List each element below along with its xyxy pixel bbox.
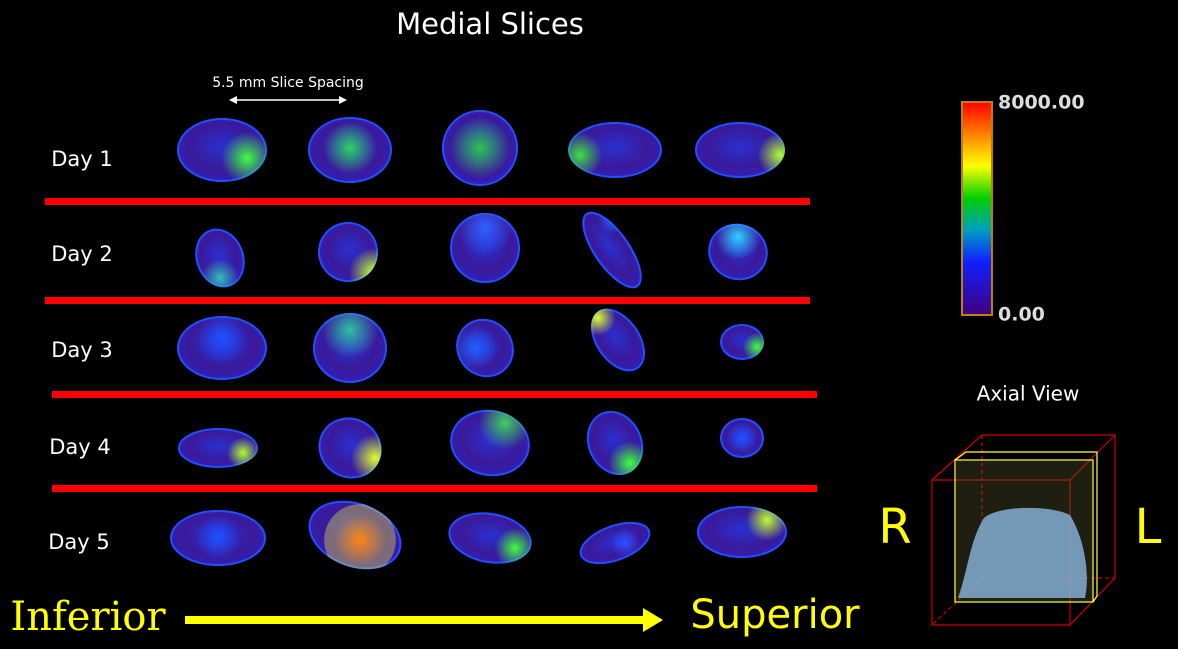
colorbar-min: 0.00 (998, 304, 1045, 326)
inferior-label: Inferior (10, 594, 166, 640)
title: Medial Slices (396, 7, 584, 41)
slice (720, 418, 764, 458)
row-label: Day 1 (51, 147, 113, 171)
row-label: Day 2 (51, 242, 113, 266)
superior-label: Superior (690, 592, 860, 638)
right-label: R (878, 499, 911, 555)
row-label: Day 4 (49, 435, 111, 459)
slice (170, 510, 266, 566)
slice (577, 519, 653, 567)
slices (170, 110, 787, 576)
colorbar (961, 101, 993, 316)
spacing-arrow (229, 96, 347, 104)
slice (720, 324, 764, 360)
slice (442, 110, 518, 186)
row-label: Day 5 (48, 530, 110, 554)
direction-arrow (185, 608, 663, 632)
colorbar-max: 8000.00 (998, 92, 1085, 114)
spacing-label: 5.5 mm Slice Spacing (212, 75, 364, 91)
slice (177, 316, 267, 380)
left-label: L (1135, 499, 1162, 555)
slice (308, 117, 392, 183)
row-label: Day 3 (51, 338, 113, 362)
slice (313, 313, 387, 383)
axial-title: Axial View (977, 382, 1080, 406)
slice (695, 122, 785, 178)
axial-box (931, 434, 1116, 626)
separators (45, 198, 817, 492)
slice (452, 316, 516, 380)
